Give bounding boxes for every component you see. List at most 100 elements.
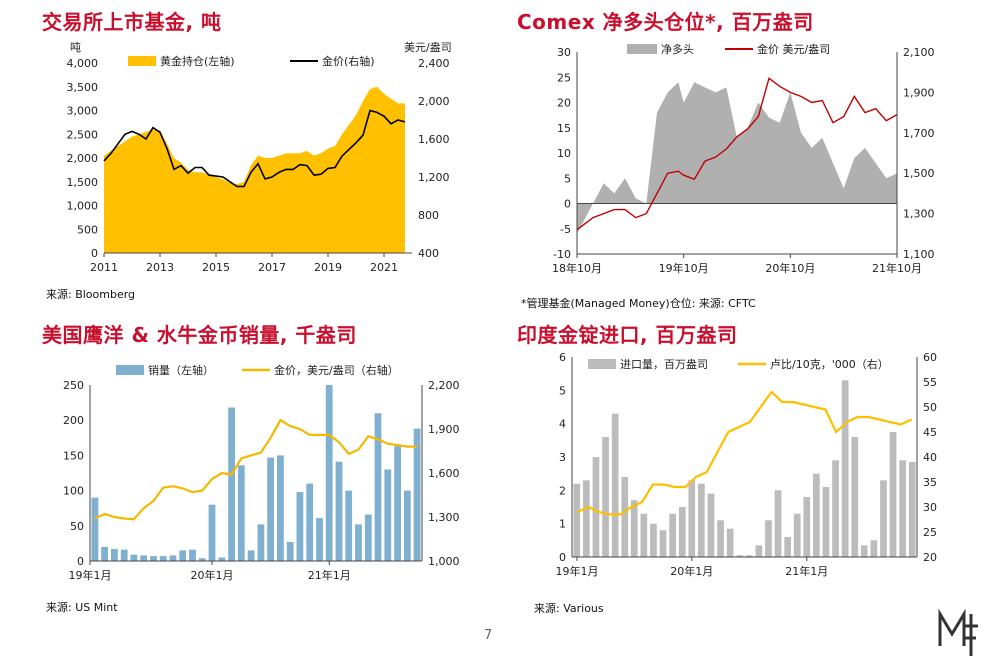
x-tick-label: 19年10月 <box>659 261 709 275</box>
left-tick-label: 500 <box>77 223 98 236</box>
right-tick-label: 55 <box>923 376 937 389</box>
chart4-title: 印度金锭进口, 百万盎司 <box>517 323 738 347</box>
x-tick-label: 20年10月 <box>765 261 815 275</box>
holdings-area <box>104 86 405 253</box>
left-tick-label: 15 <box>557 122 571 135</box>
chart3-source: 来源: US Mint <box>46 601 118 614</box>
imports-bar <box>765 520 772 557</box>
chart2-svg: -10 -5 0 5 10 15 20 25 30 1,100 1,300 1,500 1,700 1,9… <box>552 42 935 275</box>
imports-bar <box>659 530 667 557</box>
x-tick-label: 21年1月 <box>785 564 828 578</box>
right-tick-label: 1,300 <box>428 511 460 524</box>
gold-price-line <box>94 418 418 521</box>
net-long-area <box>577 82 897 234</box>
sales-bar <box>228 407 235 561</box>
right-tick-label: 20 <box>923 551 937 564</box>
x-tick-label: 2013 <box>146 261 174 274</box>
left-tick-label: 0 <box>564 198 571 211</box>
imports-bar <box>583 480 590 557</box>
left-tick-label: 2,000 <box>67 152 99 165</box>
gold-price-line <box>103 109 406 188</box>
left-tick-label: 100 <box>63 485 84 498</box>
imports-bar <box>822 487 830 557</box>
sales-bar <box>316 518 323 561</box>
mf-logo <box>938 608 982 662</box>
sales-bar <box>208 504 216 561</box>
legend-swatch-holdings <box>128 56 156 66</box>
right-tick-label: 2,200 <box>428 379 460 392</box>
sales-bar <box>198 558 206 561</box>
left-tick-label: 4 <box>559 418 566 431</box>
right-tick-label: 1,200 <box>418 171 450 184</box>
imports-bar <box>611 413 619 557</box>
right-tick-label: 1,600 <box>428 467 460 480</box>
left-tick-label: 1 <box>559 518 566 531</box>
left-tick-label: 50 <box>70 520 84 533</box>
left-tick-label: 1,500 <box>67 176 99 189</box>
sales-bar <box>374 413 382 561</box>
left-tick-label: 1,000 <box>67 200 99 213</box>
imports-bar <box>726 528 734 557</box>
legend-label: 进口量，百万盎司 <box>620 357 708 371</box>
imports-bar <box>755 545 763 557</box>
right-tick-label: 35 <box>923 476 937 489</box>
sales-bar <box>286 542 294 561</box>
imports-bar <box>630 500 638 557</box>
imports-bar <box>803 497 811 557</box>
legend-label: 金价(右轴) <box>322 54 375 68</box>
sales-bar <box>218 557 226 561</box>
left-tick-label: 0 <box>91 247 98 260</box>
sales-bar <box>277 455 284 561</box>
left-tick-label: 150 <box>63 449 84 462</box>
legend-swatch-imports <box>588 359 616 369</box>
rupee-price-line <box>576 390 913 516</box>
imports-bar <box>678 507 686 557</box>
chart2-source: *管理基金(Managed Money)仓位: 来源: CFTC <box>521 297 756 310</box>
x-tick-label: 20年1月 <box>670 564 713 578</box>
left-unit-label: 吨 <box>70 41 81 54</box>
x-tick-label: 2015 <box>202 261 230 274</box>
imports-bar <box>650 523 657 557</box>
left-tick-label: 0 <box>559 551 566 564</box>
gold-price-line <box>576 77 898 231</box>
right-tick-label: 25 <box>923 526 937 539</box>
sales-bar <box>403 490 411 561</box>
imports-bar <box>707 493 715 557</box>
left-tick-label: 5 <box>559 384 566 397</box>
imports-bar <box>621 477 629 557</box>
imports-bar <box>793 513 801 557</box>
left-tick-label: 2 <box>559 484 566 497</box>
right-tick-label: 1,100 <box>903 248 935 261</box>
chart2-title: Comex 净多头仓位*, 百万盎司 <box>517 10 814 34</box>
sales-bar <box>296 492 304 561</box>
left-tick-label: 200 <box>63 414 84 427</box>
x-tick-label: 2011 <box>90 261 118 274</box>
left-tick-label: 2,500 <box>67 128 99 141</box>
chart1-title: 交易所上市基金, 吨 <box>42 10 222 34</box>
sales-bar <box>101 546 108 561</box>
sales-bar <box>413 428 421 561</box>
left-tick-label: 10 <box>557 147 571 160</box>
sales-bar <box>345 490 353 561</box>
imports-bar <box>889 432 897 557</box>
sales-bar <box>189 549 196 561</box>
imports-bar <box>880 480 887 557</box>
sales-bar <box>130 554 138 561</box>
imports-bar <box>851 437 859 557</box>
right-tick-label: 50 <box>923 401 937 414</box>
right-tick-label: 40 <box>923 451 937 464</box>
left-tick-label: -10 <box>553 248 571 261</box>
right-tick-label: 60 <box>923 351 937 364</box>
x-tick-label: 2021 <box>370 261 398 274</box>
right-tick-label: 1,000 <box>428 555 460 568</box>
imports-bar <box>736 555 744 557</box>
left-tick-label: 3,500 <box>67 81 99 94</box>
sales-bar <box>159 556 167 561</box>
chart1-svg: 0 500 1,000 1,500 2,000 2,500 3,000 3,500 4,000 4… <box>67 40 452 274</box>
sales-bar <box>169 555 177 561</box>
left-tick-label: 0 <box>77 555 84 568</box>
left-tick-label: 25 <box>557 71 571 84</box>
left-tick-label: 4,000 <box>67 57 99 70</box>
chart3-svg: 0 50 100 150 200 250 1,000 1,300 1,600 1,900 2,200… <box>63 363 460 582</box>
